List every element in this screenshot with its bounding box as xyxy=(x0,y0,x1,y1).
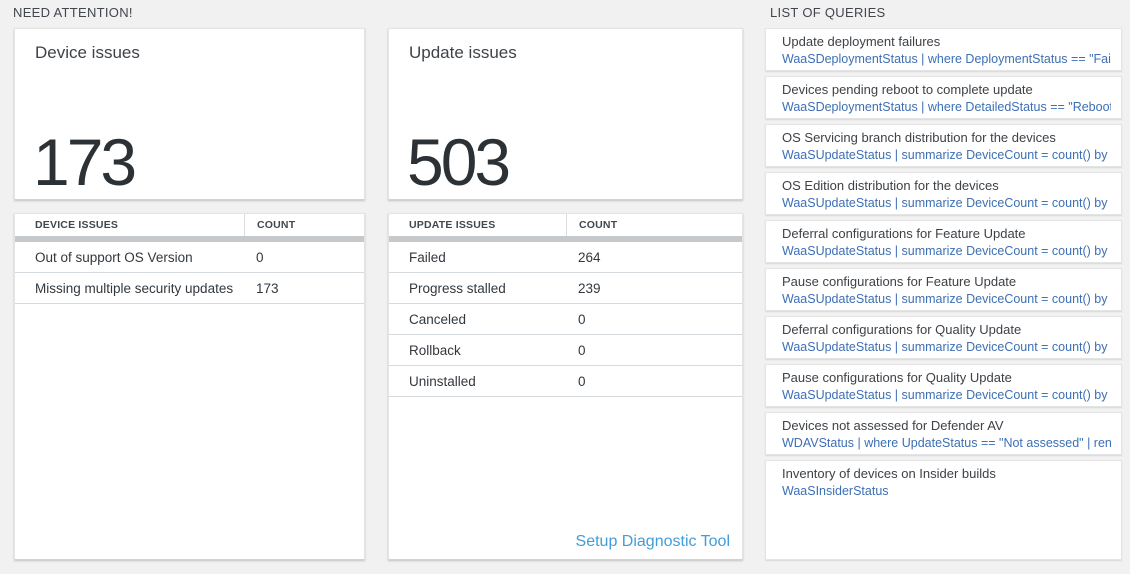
table-separator-bar xyxy=(389,236,742,242)
query-item[interactable]: OS Edition distribution for the devices … xyxy=(765,172,1122,215)
device-issues-count: 173 xyxy=(33,125,137,199)
query-text: WDAVStatus | where UpdateStatus == "Not … xyxy=(782,436,1111,450)
row-label: Out of support OS Version xyxy=(35,249,193,265)
row-count: 0 xyxy=(256,249,264,265)
row-label: Canceled xyxy=(409,311,467,327)
update-table-header-issue: UPDATE ISSUES xyxy=(409,219,496,231)
device-issues-table: DEVICE ISSUES COUNT Out of support OS Ve… xyxy=(14,213,365,560)
update-issues-table: UPDATE ISSUES COUNT Failed 264 Progress … xyxy=(388,213,743,560)
query-item[interactable]: Devices pending reboot to complete updat… xyxy=(765,76,1122,119)
row-label: Progress stalled xyxy=(409,280,506,296)
table-row[interactable]: Progress stalled 239 xyxy=(389,273,742,304)
query-title: Deferral configurations for Quality Upda… xyxy=(782,322,1022,337)
row-count: 0 xyxy=(578,342,586,358)
query-title: Devices not assessed for Defender AV xyxy=(782,418,1004,433)
table-row[interactable]: Out of support OS Version 0 xyxy=(15,242,364,273)
section-label-need-attention: NEED ATTENTION! xyxy=(13,5,133,20)
query-item[interactable]: Inventory of devices on Insider builds W… xyxy=(765,460,1122,560)
update-issues-title: Update issues xyxy=(409,43,517,62)
setup-diagnostic-tool-link[interactable]: Setup Diagnostic Tool xyxy=(575,533,730,550)
row-label: Missing multiple security updates xyxy=(35,280,234,296)
query-item[interactable]: OS Servicing branch distribution for the… xyxy=(765,124,1122,167)
section-label-list-of-queries: LIST OF QUERIES xyxy=(770,5,886,20)
query-title: Inventory of devices on Insider builds xyxy=(782,466,996,481)
device-table-header-count: COUNT xyxy=(244,214,364,236)
row-count: 0 xyxy=(578,311,586,327)
device-table-header: DEVICE ISSUES COUNT xyxy=(15,214,364,236)
query-text: WaaSUpdateStatus | summarize DeviceCount… xyxy=(782,388,1111,402)
query-text: WaaSUpdateStatus | summarize DeviceCount… xyxy=(782,148,1111,162)
query-item[interactable]: Pause configurations for Quality Update … xyxy=(765,364,1122,407)
row-count: 239 xyxy=(578,280,601,296)
update-issues-tile[interactable]: Update issues 503 xyxy=(388,28,743,200)
query-title: Devices pending reboot to complete updat… xyxy=(782,82,1033,97)
query-text: WaaSInsiderStatus xyxy=(782,484,889,498)
row-label: Failed xyxy=(409,249,446,265)
query-item[interactable]: Deferral configurations for Feature Upda… xyxy=(765,220,1122,263)
device-table-header-issue: DEVICE ISSUES xyxy=(35,219,119,231)
query-title: Update deployment failures xyxy=(782,34,941,49)
table-row[interactable]: Uninstalled 0 xyxy=(389,366,742,397)
update-table-header-count: COUNT xyxy=(566,214,742,236)
table-separator-bar xyxy=(15,236,364,242)
device-issues-title: Device issues xyxy=(35,43,140,62)
query-text: WaaSDeploymentStatus | where DeploymentS… xyxy=(782,52,1111,66)
query-text: WaaSUpdateStatus | summarize DeviceCount… xyxy=(782,196,1111,210)
query-text: WaaSUpdateStatus | summarize DeviceCount… xyxy=(782,340,1111,354)
table-row[interactable]: Failed 264 xyxy=(389,242,742,273)
table-row[interactable]: Missing multiple security updates 173 xyxy=(15,273,364,304)
update-table-header: UPDATE ISSUES COUNT xyxy=(389,214,742,236)
query-title: Deferral configurations for Feature Upda… xyxy=(782,226,1026,241)
query-title: OS Servicing branch distribution for the… xyxy=(782,130,1056,145)
query-item[interactable]: Deferral configurations for Quality Upda… xyxy=(765,316,1122,359)
row-count: 264 xyxy=(578,249,601,265)
query-list: Update deployment failures WaaSDeploymen… xyxy=(765,28,1122,560)
query-text: WaaSUpdateStatus | summarize DeviceCount… xyxy=(782,292,1111,306)
row-label: Rollback xyxy=(409,342,461,358)
query-title: OS Edition distribution for the devices xyxy=(782,178,999,193)
query-text: WaaSUpdateStatus | summarize DeviceCount… xyxy=(782,244,1111,258)
row-label: Uninstalled xyxy=(409,373,476,389)
table-row[interactable]: Rollback 0 xyxy=(389,335,742,366)
row-count: 173 xyxy=(256,280,279,296)
query-item[interactable]: Update deployment failures WaaSDeploymen… xyxy=(765,28,1122,71)
query-title: Pause configurations for Quality Update xyxy=(782,370,1012,385)
table-row[interactable]: Canceled 0 xyxy=(389,304,742,335)
query-item[interactable]: Devices not assessed for Defender AV WDA… xyxy=(765,412,1122,455)
query-item[interactable]: Pause configurations for Feature Update … xyxy=(765,268,1122,311)
device-issues-tile[interactable]: Device issues 173 xyxy=(14,28,365,200)
update-issues-count: 503 xyxy=(407,125,511,199)
row-count: 0 xyxy=(578,373,586,389)
query-title: Pause configurations for Feature Update xyxy=(782,274,1017,289)
query-text: WaaSDeploymentStatus | where DetailedSta… xyxy=(782,100,1111,114)
